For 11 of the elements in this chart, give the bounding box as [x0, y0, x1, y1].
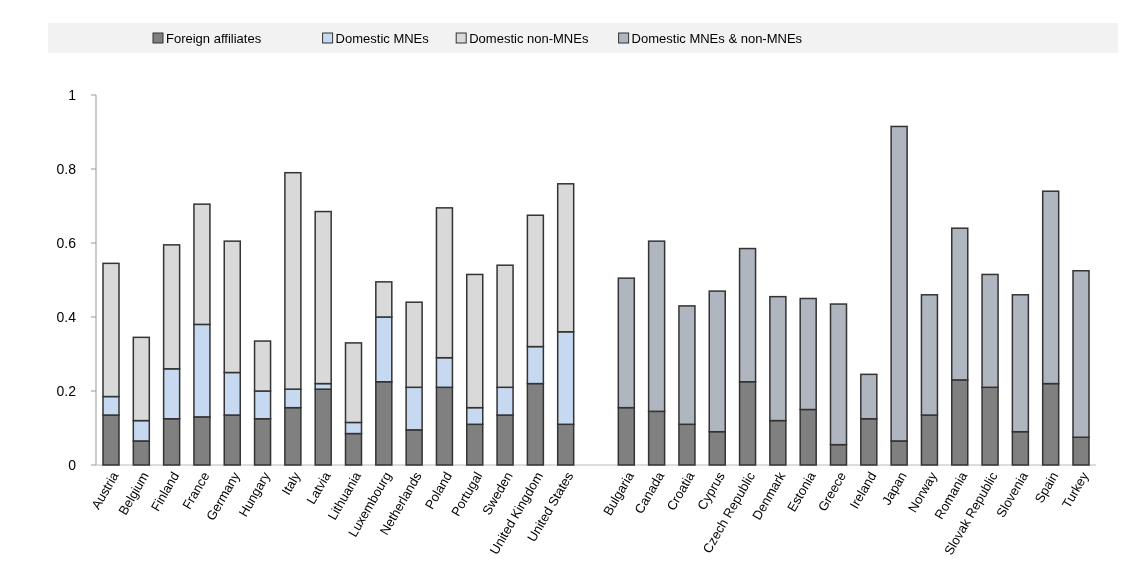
legend-label: Foreign affiliates	[166, 30, 262, 46]
y-tick-label: 1	[68, 87, 77, 103]
y-tick-label: 0	[68, 457, 77, 473]
legend-label: Domestic MNEs	[335, 30, 430, 46]
y-tick-label: 0.6	[56, 235, 77, 251]
legend-label: Domestic non-MNEs	[469, 30, 589, 46]
bar	[314, 388, 332, 466]
y-tick-label: 0.4	[56, 309, 77, 325]
y-tick-label: 0.8	[56, 161, 77, 177]
y-tick-label: 0.2	[56, 383, 77, 399]
legend-label: Domestic MNEs & non-MNEs	[631, 30, 803, 46]
